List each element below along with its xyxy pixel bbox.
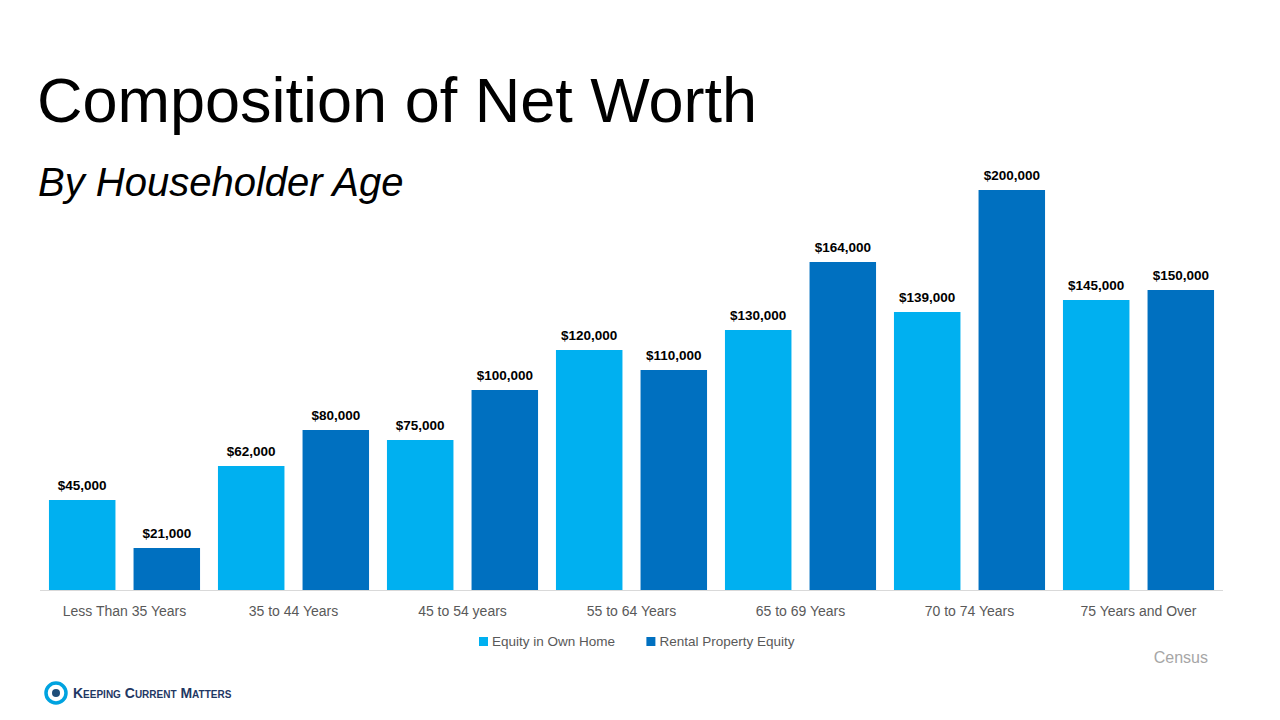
legend-swatch <box>479 637 488 646</box>
x-tick-label: 35 to 44 Years <box>249 603 339 619</box>
data-label: $45,000 <box>58 478 107 493</box>
legend-label: Rental Property Equity <box>659 634 794 649</box>
bar <box>303 430 370 590</box>
data-label: $21,000 <box>142 526 191 541</box>
x-tick-label: 55 to 64 Years <box>587 603 677 619</box>
x-tick-label: 65 to 69 Years <box>756 603 846 619</box>
data-label: $164,000 <box>815 240 871 255</box>
logo-text: Keeping Current Matters <box>73 685 232 701</box>
bar <box>218 466 285 590</box>
data-label: $75,000 <box>396 418 445 433</box>
data-label: $130,000 <box>730 308 786 323</box>
source: Census <box>1154 649 1208 666</box>
background <box>0 0 1280 720</box>
data-label: $120,000 <box>561 328 617 343</box>
bar <box>641 370 708 590</box>
legend-label: Equity in Own Home <box>492 634 615 649</box>
logo-icon <box>46 683 66 703</box>
chart: Composition of Net Worth By Householder A… <box>0 0 1280 720</box>
title: Composition of Net Worth <box>37 65 757 135</box>
data-label: $145,000 <box>1068 278 1124 293</box>
bar <box>49 500 116 590</box>
bar <box>387 440 454 590</box>
bar <box>1063 300 1130 590</box>
x-tick-label: Less Than 35 Years <box>63 603 187 619</box>
subtitle: By Householder Age <box>38 160 403 204</box>
bar <box>134 548 201 590</box>
data-label: $100,000 <box>477 368 533 383</box>
x-tick-label: 45 to 54 years <box>418 603 507 619</box>
data-label: $200,000 <box>984 168 1040 183</box>
data-labels: $45,000 $62,000 $75,000 $120,000 $130,000 $13… <box>58 168 1209 541</box>
x-tick-label: 75 Years and Over <box>1081 603 1197 619</box>
data-label: $62,000 <box>227 444 276 459</box>
bar <box>725 330 792 590</box>
bars <box>49 190 1214 590</box>
data-label: $80,000 <box>311 408 360 423</box>
legend: Equity in Own Home Rental Property Equity <box>479 634 795 649</box>
bar <box>894 312 961 590</box>
data-label: $110,000 <box>646 348 702 363</box>
x-axis <box>40 590 1223 591</box>
bar <box>556 350 623 590</box>
bar <box>979 190 1046 590</box>
logo: Keeping Current Matters <box>46 683 232 703</box>
x-tick-label: 70 to 74 Years <box>925 603 1015 619</box>
legend-swatch <box>646 637 655 646</box>
bar <box>472 390 539 590</box>
data-label: $139,000 <box>899 290 955 305</box>
logo-icon-center <box>52 689 60 697</box>
bar <box>810 262 877 590</box>
data-label: $150,000 <box>1153 268 1209 283</box>
bar <box>1148 290 1215 590</box>
